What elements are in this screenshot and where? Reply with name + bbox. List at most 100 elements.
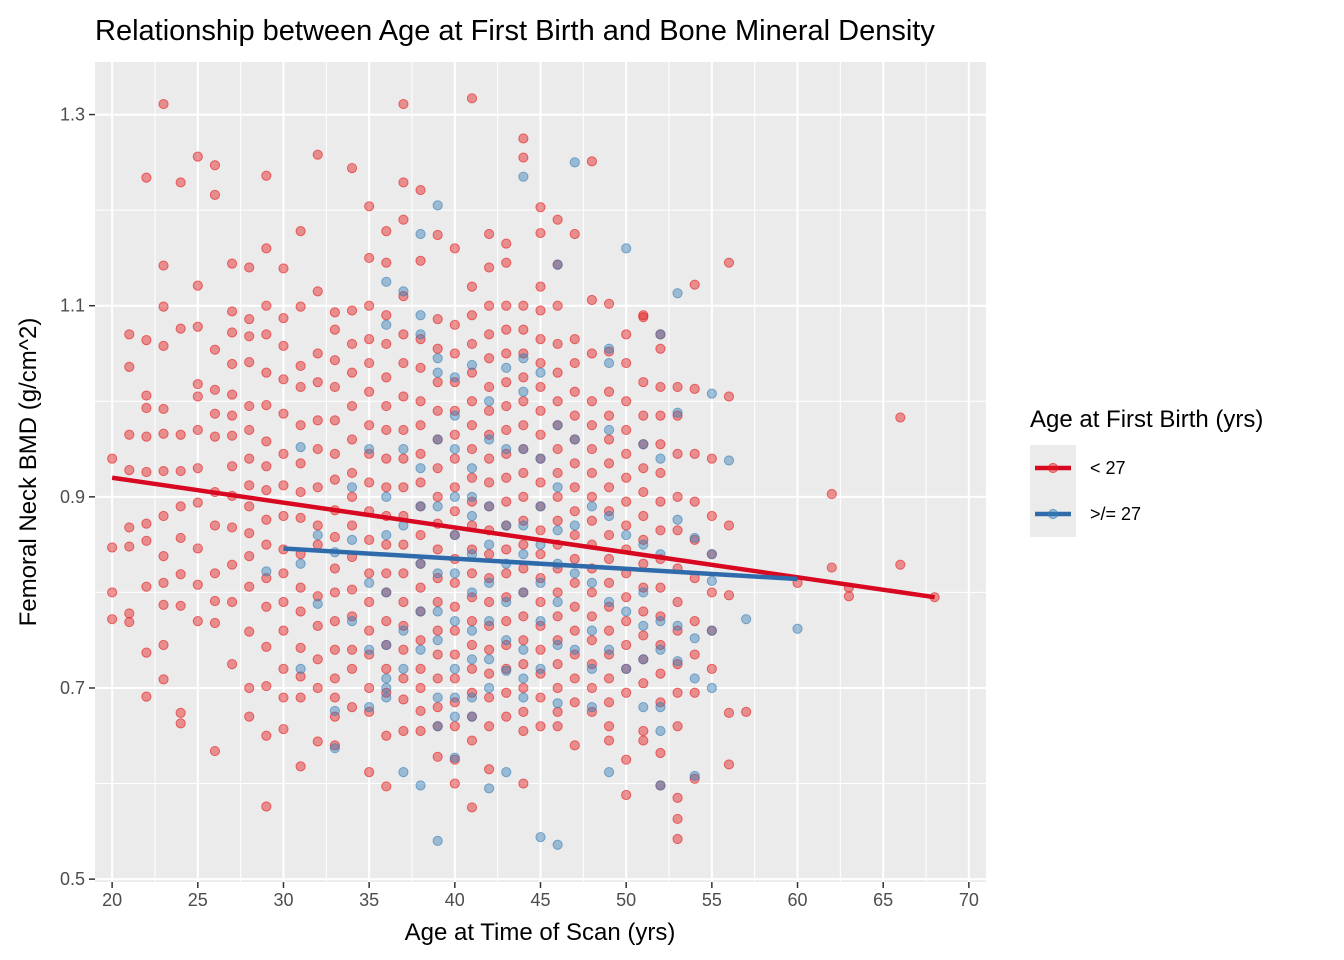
point-lt27 [415,362,426,373]
point-lt27 [603,482,615,493]
point-ge27 [415,501,426,512]
legend: Age at First Birth (yrs) < 27 >/= 27 [1030,406,1263,537]
point-lt27 [552,491,563,502]
point-ge27 [552,420,563,431]
point-lt27 [483,353,495,364]
point-lt27 [569,577,580,588]
point-lt27 [107,453,118,464]
point-lt27 [261,400,272,411]
point-ge27 [689,633,700,644]
point-lt27 [535,429,546,440]
point-ge27 [535,453,546,464]
point-lt27 [621,687,632,698]
point-lt27 [638,510,649,522]
point-lt27 [261,601,272,612]
point-lt27 [483,549,495,560]
point-lt27 [586,491,598,502]
point-lt27 [655,343,666,354]
point-lt27 [175,718,186,729]
point-lt27 [689,448,700,459]
point-lt27 [226,559,238,570]
point-lt27 [672,792,683,803]
point-lt27 [226,658,238,670]
point-ge27 [432,606,443,617]
point-lt27 [329,563,340,574]
point-lt27 [415,635,426,646]
point-ge27 [364,644,375,655]
point-lt27 [603,577,615,588]
point-ge27 [432,721,443,732]
legend-key-lt27 [1035,462,1071,474]
point-lt27 [209,568,221,579]
point-lt27 [518,611,529,622]
point-lt27 [672,658,683,670]
point-lt27 [638,630,649,641]
point-ge27 [689,770,700,782]
point-lt27 [483,668,495,679]
point-ge27 [672,620,683,631]
point-lt27 [209,189,221,200]
point-lt27 [638,377,649,388]
point-ge27 [432,635,443,646]
legend-label-ge27: >/= 27 [1090,504,1141,524]
point-ge27 [672,288,683,299]
point-lt27 [381,338,392,350]
point-lt27 [535,334,546,345]
point-lt27 [158,674,169,685]
point-lt27 [329,415,340,426]
point-lt27 [295,582,306,593]
point-ge27 [381,491,392,502]
point-lt27 [329,711,340,722]
point-lt27 [381,453,392,464]
point-lt27 [192,543,203,554]
point-lt27 [895,559,906,570]
point-lt27 [346,467,358,479]
point-ge27 [706,388,717,399]
point-ge27 [364,702,375,713]
point-lt27 [141,172,152,183]
point-lt27 [518,396,529,407]
point-ge27 [449,529,460,541]
point-lt27 [175,569,186,580]
point-lt27 [552,214,563,225]
point-ge27 [466,491,478,502]
point-lt27 [569,529,580,541]
point-lt27 [381,781,392,792]
y-tick-label: 0.5 [60,869,85,889]
point-lt27 [552,515,563,526]
point-lt27 [569,458,580,469]
point-lt27 [689,496,700,507]
legend-title: Age at First Birth (yrs) [1030,406,1263,433]
point-lt27 [278,568,289,579]
point-lt27 [449,429,460,440]
point-lt27 [398,98,409,110]
point-ge27 [449,410,460,421]
point-lt27 [432,229,443,241]
point-ge27 [569,157,580,168]
point-lt27 [552,682,563,694]
point-lt27 [261,300,272,311]
point-lt27 [586,420,598,431]
point-lt27 [518,491,529,502]
point-lt27 [192,463,203,474]
point-lt27 [226,258,238,269]
point-lt27 [552,706,563,717]
point-lt27 [518,152,529,163]
point-lt27 [535,549,546,560]
point-lt27 [398,214,409,225]
point-lt27 [449,348,460,359]
point-lt27 [312,482,323,493]
point-lt27 [466,443,478,455]
point-ge27 [501,443,512,455]
point-lt27 [192,151,203,162]
point-lt27 [226,596,238,608]
point-lt27 [552,467,563,479]
point-lt27 [501,238,512,249]
point-lt27 [329,381,340,393]
point-lt27 [398,673,409,684]
point-lt27 [312,736,323,747]
point-lt27 [209,595,221,607]
point-lt27 [158,599,169,610]
trend-line-ge27 [283,546,798,582]
point-lt27 [466,281,478,292]
